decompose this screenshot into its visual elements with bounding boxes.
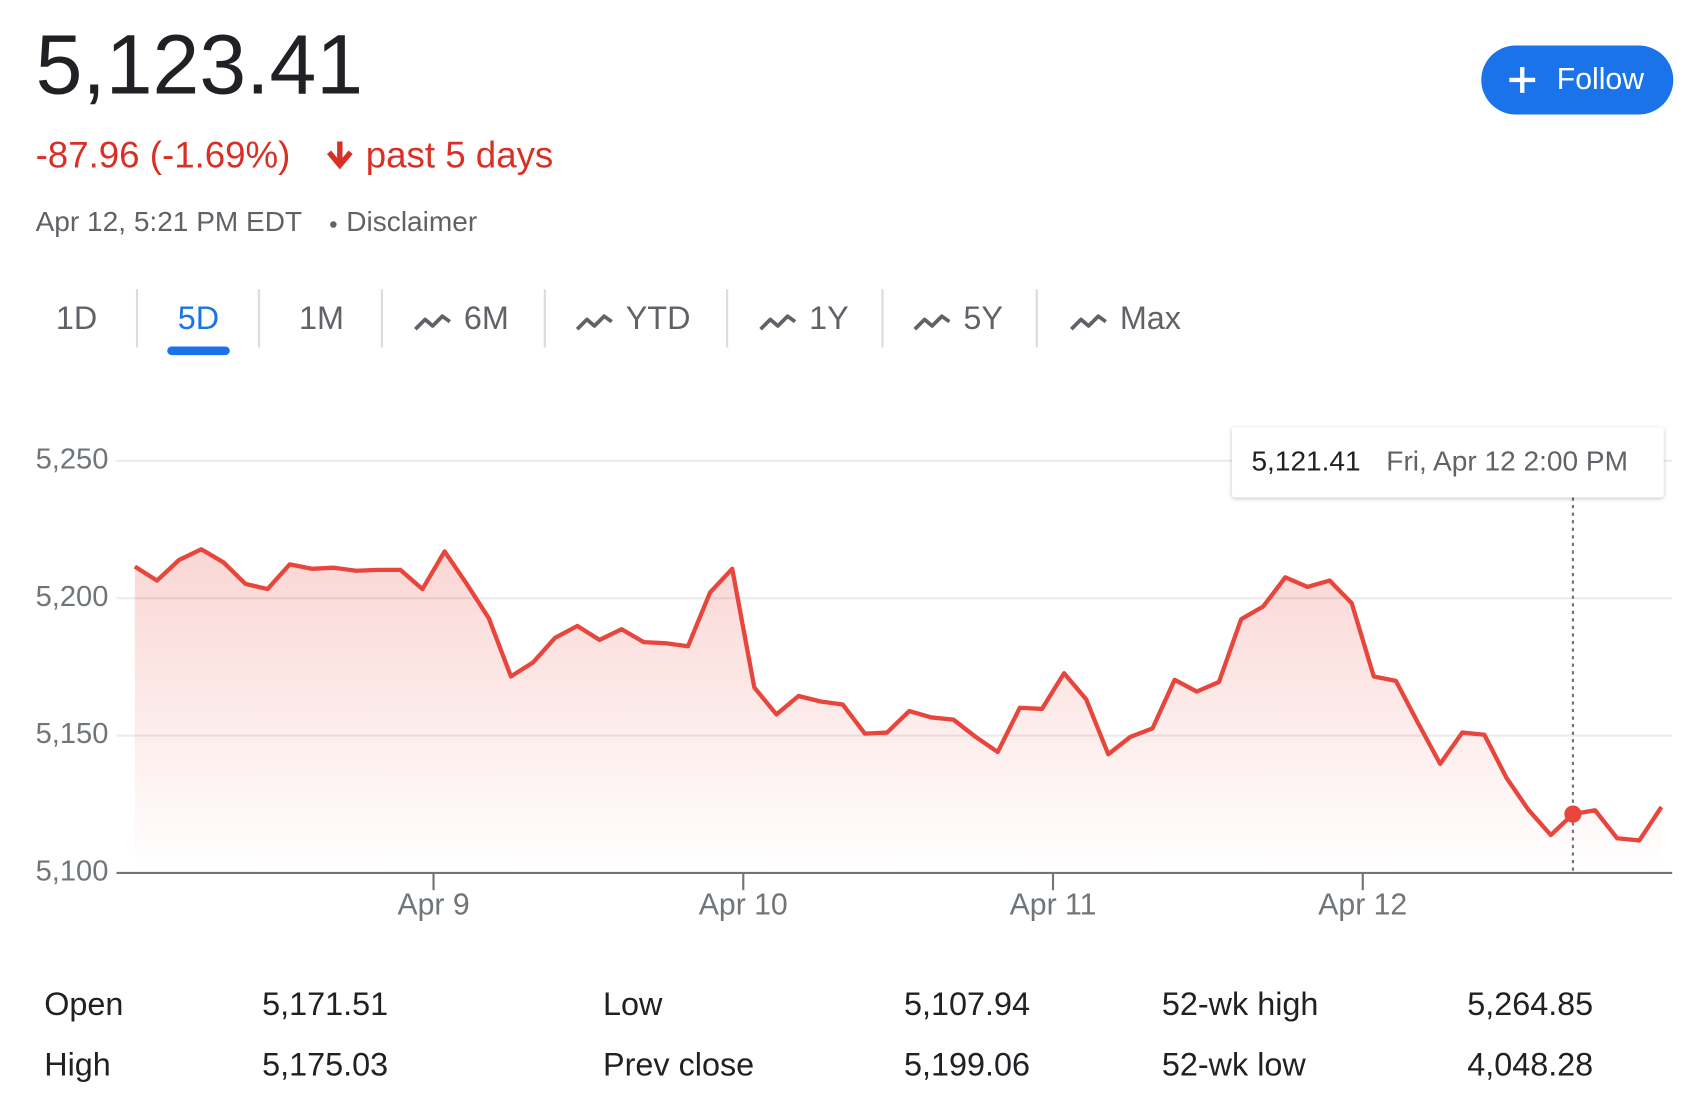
stat-label: 52-wk low bbox=[1162, 1047, 1306, 1083]
stat-value: 5,264.85 bbox=[1467, 986, 1593, 1022]
range-tab[interactable]: 5D bbox=[167, 300, 230, 356]
stat-label: Low bbox=[603, 986, 663, 1022]
follow-button-bg bbox=[1481, 45, 1674, 115]
trend-icon bbox=[759, 314, 797, 331]
tab-label: Max bbox=[1120, 300, 1181, 336]
trend-icon bbox=[1069, 314, 1107, 331]
tab-label: 5D bbox=[178, 300, 219, 336]
tooltip-box bbox=[1232, 427, 1664, 498]
hover-dot bbox=[1564, 805, 1582, 823]
y-tick-label: 5,100 bbox=[36, 856, 109, 888]
y-tick-label: 5,200 bbox=[36, 581, 109, 613]
price-area bbox=[134, 549, 1662, 873]
tab-label: 1Y bbox=[809, 300, 849, 336]
tooltip-time: Fri, Apr 12 2:00 PM bbox=[1386, 445, 1628, 476]
chart: 5,100 5,150 5,200 5,250 Apr 9 Apr 10 Apr 11 Apr… bbox=[36, 427, 1673, 921]
timestamp: Apr 12, 5:21 PM EDT bbox=[36, 206, 303, 237]
tooltip: 5,121.41 Fri, Apr 12 2:00 PM bbox=[1232, 427, 1664, 498]
follow-button[interactable]: Follow bbox=[1481, 45, 1674, 115]
stat-label: Open bbox=[44, 986, 123, 1022]
tab-label: 1M bbox=[299, 300, 344, 336]
price: 5,123.41 bbox=[36, 18, 363, 112]
stat-value: 5,107.94 bbox=[904, 986, 1030, 1022]
stat-value: 5,199.06 bbox=[904, 1047, 1030, 1083]
disclaimer-link[interactable]: Disclaimer bbox=[346, 206, 477, 237]
range-tabs: 1D 5D 1M 6M YTD 1Y 5Y Max bbox=[56, 289, 1181, 356]
range-tab[interactable]: Max bbox=[1069, 300, 1181, 336]
plus-icon bbox=[1509, 67, 1536, 93]
x-tick-label: Apr 12 bbox=[1318, 888, 1407, 921]
down-arrow bbox=[326, 141, 353, 170]
trend-icon bbox=[913, 314, 951, 331]
tooltip-value: 5,121.41 bbox=[1251, 445, 1360, 476]
x-tick-label: Apr 10 bbox=[699, 888, 788, 921]
stat-label: High bbox=[44, 1047, 111, 1083]
range-tab[interactable]: 6M bbox=[414, 300, 509, 336]
tab-label: 5Y bbox=[963, 300, 1003, 336]
period: past 5 days bbox=[366, 134, 554, 175]
separator-dot bbox=[330, 221, 337, 228]
range-tab[interactable]: 5Y bbox=[913, 300, 1003, 336]
tab-label: YTD bbox=[626, 300, 691, 336]
y-tick-label: 5,250 bbox=[36, 443, 109, 475]
range-tab[interactable]: YTD bbox=[575, 300, 691, 336]
stat-label: Prev close bbox=[603, 1047, 754, 1083]
price-line bbox=[133, 547, 1664, 843]
stat-value: 5,175.03 bbox=[262, 1047, 388, 1083]
trend-icon bbox=[414, 314, 451, 331]
stat-value: 5,171.51 bbox=[262, 986, 388, 1022]
range-tab[interactable]: 1Y bbox=[759, 300, 849, 336]
x-tick-label: Apr 11 bbox=[1010, 888, 1097, 921]
tab-underline bbox=[167, 346, 230, 356]
follow-label: Follow bbox=[1557, 63, 1644, 96]
tab-label: 1D bbox=[56, 300, 97, 336]
trend-icon bbox=[575, 314, 613, 331]
y-tick-label: 5,150 bbox=[36, 718, 109, 750]
tab-label: 6M bbox=[464, 300, 509, 336]
range-tab[interactable]: 1D bbox=[56, 300, 97, 336]
stats-table: Open 5,171.51 Low 5,107.94 52-wk high 5,264.8… bbox=[44, 986, 1593, 1082]
stat-label: 52-wk high bbox=[1162, 986, 1318, 1022]
stat-value: 4,048.28 bbox=[1467, 1047, 1593, 1083]
range-tab[interactable]: 1M bbox=[299, 300, 344, 336]
x-tick-label: Apr 9 bbox=[397, 888, 469, 921]
change: -87.96 (-1.69%) bbox=[36, 134, 291, 175]
